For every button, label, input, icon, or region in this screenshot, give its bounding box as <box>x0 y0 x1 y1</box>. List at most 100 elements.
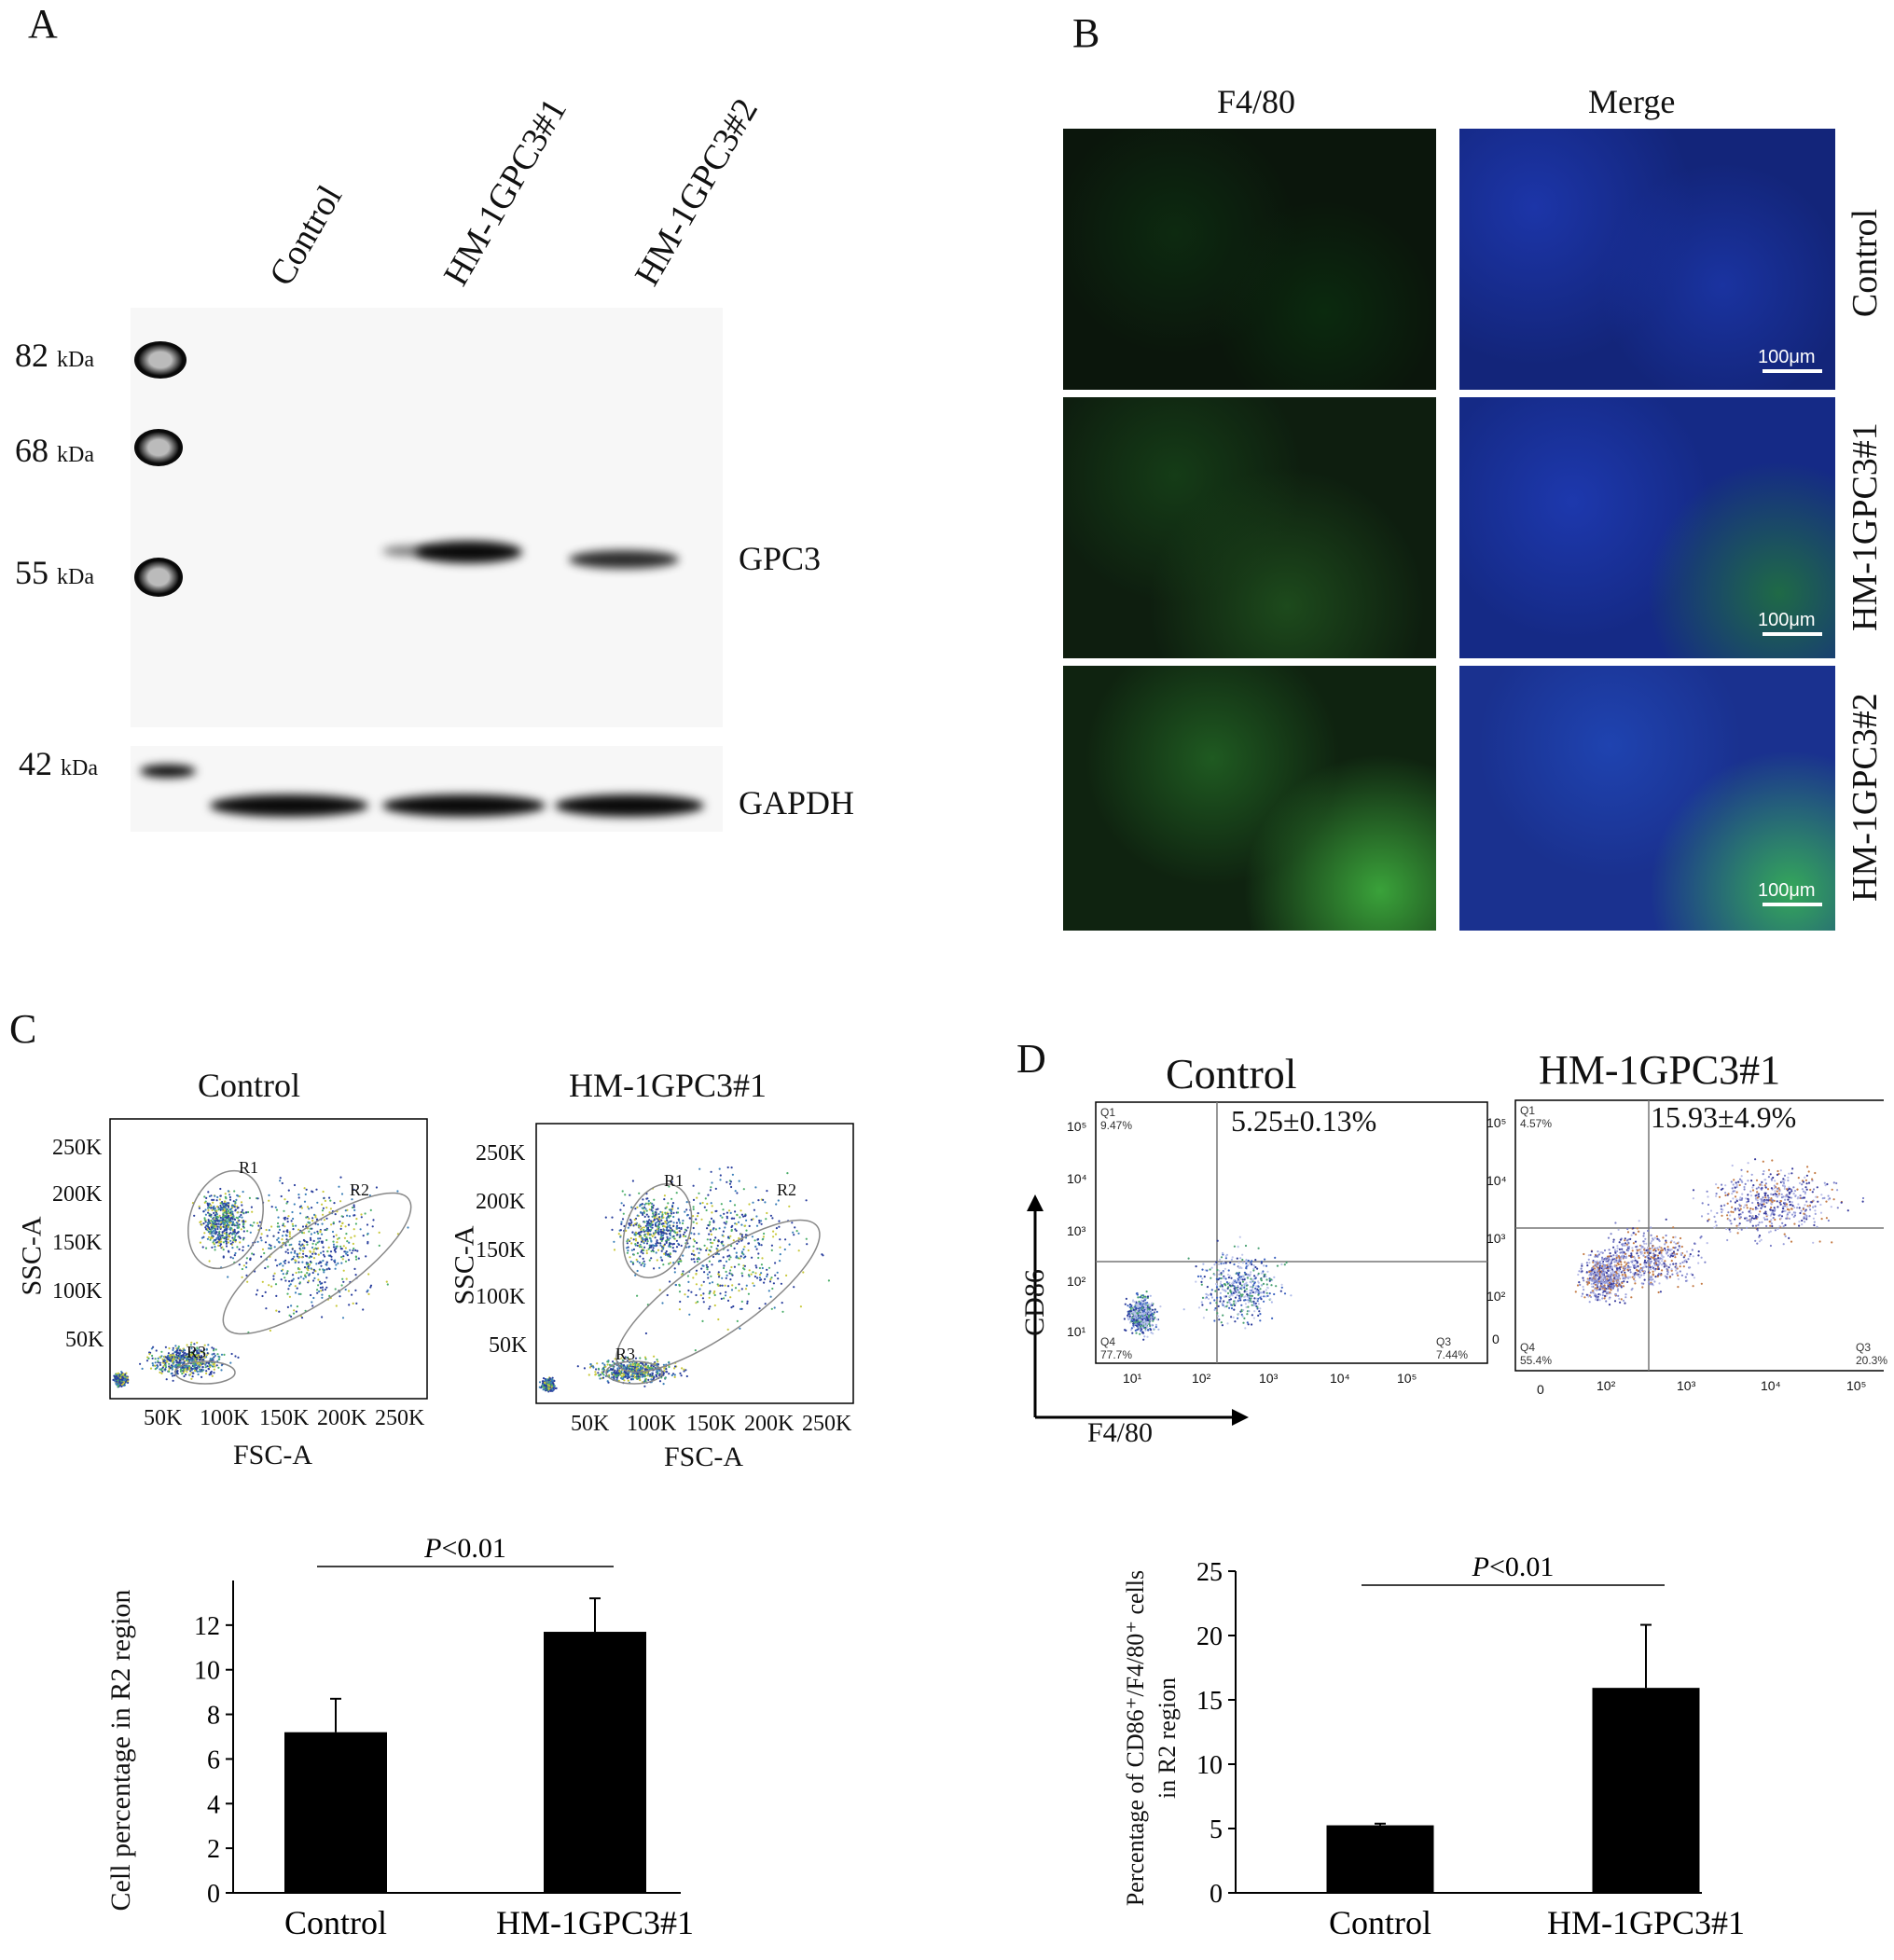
flow-event <box>348 1241 351 1244</box>
flow-event <box>355 1258 358 1261</box>
flow-event <box>339 1176 342 1179</box>
flow-event <box>311 1217 314 1220</box>
flow-event <box>317 1273 320 1276</box>
flow-event <box>312 1296 315 1300</box>
flow-c-control-title: Control <box>198 1067 301 1104</box>
flow-event <box>251 1224 254 1227</box>
flow-event <box>311 1301 313 1304</box>
flow-event <box>227 1209 230 1212</box>
flow-event <box>286 1270 289 1273</box>
scalebar-gpc3-1 <box>1763 632 1822 636</box>
flow-event <box>346 1214 349 1217</box>
flow-event <box>270 1247 272 1249</box>
flow-event <box>213 1198 215 1201</box>
flow-event <box>210 1373 213 1375</box>
flow-event <box>298 1252 301 1255</box>
flow-event <box>321 1296 324 1299</box>
flow-event <box>341 1317 345 1319</box>
flow-event <box>349 1249 352 1251</box>
flow-event <box>307 1269 310 1272</box>
flow-event <box>362 1308 365 1311</box>
flow-event <box>234 1251 237 1255</box>
flow-event <box>318 1280 322 1283</box>
flow-event <box>353 1235 356 1237</box>
flow-event <box>228 1194 231 1196</box>
flow-event <box>172 1346 174 1349</box>
flow-event <box>200 1368 203 1371</box>
flow-event <box>344 1260 348 1263</box>
flow-event <box>211 1208 214 1211</box>
flow-event <box>322 1213 325 1216</box>
flow-event <box>334 1261 337 1263</box>
flow-event <box>211 1346 214 1349</box>
flow-event <box>205 1224 208 1227</box>
flow-event <box>208 1373 211 1376</box>
flow-event <box>322 1246 325 1249</box>
flow-event <box>219 1207 222 1210</box>
flow-event <box>287 1189 290 1192</box>
row-label-control: Control <box>1846 208 1885 318</box>
flow-event <box>354 1249 357 1251</box>
flow-event <box>191 1364 194 1367</box>
gapdh-band-lane2 <box>382 794 546 817</box>
flow-event <box>366 1289 369 1291</box>
flow-event <box>211 1374 214 1377</box>
flow-event <box>287 1215 290 1218</box>
gapdh-blot <box>131 746 723 832</box>
flow-event <box>268 1247 270 1249</box>
flow-event <box>202 1222 205 1225</box>
flow-event <box>354 1289 357 1291</box>
flow-event <box>161 1358 164 1360</box>
flow-event <box>150 1347 153 1350</box>
flow-event <box>255 1293 258 1296</box>
flow-event <box>327 1246 330 1249</box>
c2-gate-r1: R1 <box>664 1171 684 1190</box>
flow-event <box>347 1290 351 1292</box>
flow-event <box>186 1344 188 1346</box>
flow-event <box>217 1208 220 1211</box>
flow-event <box>274 1259 277 1262</box>
flow-event <box>323 1253 325 1256</box>
flow-event <box>347 1259 351 1262</box>
flow-event <box>293 1309 296 1312</box>
flow-event <box>249 1231 252 1234</box>
flow-event <box>351 1293 353 1296</box>
gapdh-band-lane3 <box>555 794 704 817</box>
flow-event <box>253 1222 256 1224</box>
flow-event <box>325 1207 328 1209</box>
c1-gate-r2: R2 <box>350 1180 370 1199</box>
flow-event <box>369 1284 373 1287</box>
flow-event <box>230 1352 233 1356</box>
flow-event <box>396 1190 399 1193</box>
flow-event <box>281 1181 283 1185</box>
flow-event <box>282 1264 284 1267</box>
flow-event <box>157 1365 159 1368</box>
flow-event <box>188 1350 191 1353</box>
flow-event <box>324 1281 326 1284</box>
flow-event <box>357 1257 360 1260</box>
flow-event <box>282 1273 284 1276</box>
gpc3-band-lane2-tail <box>382 545 438 557</box>
flow-event <box>210 1232 213 1235</box>
flow-event <box>301 1261 304 1263</box>
flow-event <box>240 1213 242 1217</box>
lane-label-control: Control <box>261 178 351 293</box>
c2-xtick: 250K <box>802 1412 852 1436</box>
flow-event <box>221 1231 224 1234</box>
flow-event <box>205 1370 208 1373</box>
flow-event <box>231 1241 234 1244</box>
marker-55: 55 kDa <box>15 554 94 591</box>
c2-xtick: 50K <box>571 1412 610 1436</box>
flow-event <box>213 1239 215 1242</box>
flow-event <box>295 1224 297 1227</box>
flow-event <box>148 1353 151 1356</box>
flow-event <box>301 1225 305 1228</box>
flow-event <box>205 1196 208 1199</box>
marker-band-55 <box>134 558 183 597</box>
flow-event <box>219 1194 222 1197</box>
flow-event <box>225 1245 228 1248</box>
flow-event <box>151 1354 154 1358</box>
c1-xtick: 200K <box>317 1406 367 1430</box>
flow-event <box>284 1244 287 1247</box>
c1-gate-r1: R1 <box>239 1158 259 1177</box>
